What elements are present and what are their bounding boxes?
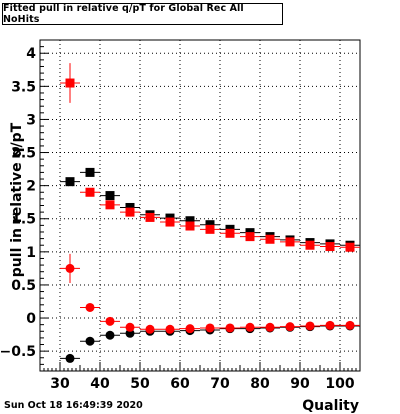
y-tick-label: 4 (26, 46, 36, 62)
data-point-circle (105, 330, 115, 340)
plot-frame (39, 39, 361, 372)
data-point-square (305, 240, 315, 250)
y-tick-label: 2.5 (11, 146, 36, 162)
x-tick-label: 100 (325, 376, 354, 392)
data-point-square (145, 212, 155, 222)
data-point-circle (285, 322, 295, 332)
data-point-circle (145, 324, 155, 334)
data-point-square (85, 187, 95, 197)
y-tick-label: 3 (26, 112, 36, 128)
y-tick-label: 0.5 (11, 278, 36, 294)
data-point-circle (245, 322, 255, 332)
y-tick-label: 0 (26, 311, 36, 327)
gridlines (40, 40, 360, 371)
y-tick-label: 3.5 (11, 79, 36, 95)
x-tick-label: 60 (170, 376, 190, 392)
data-point-circle (205, 323, 215, 333)
data-point-circle (325, 320, 335, 330)
data-point-circle (225, 323, 235, 333)
y-tick-label: −0.5 (0, 344, 36, 360)
data-point-square (285, 237, 295, 247)
chart-title: Fitted pull in relative q/pT for Global … (2, 3, 283, 25)
data-point-circle (305, 321, 315, 331)
x-tick-label: 90 (290, 376, 310, 392)
data-point-circle (185, 324, 195, 334)
x-tick-label: 40 (90, 376, 110, 392)
data-point-square (85, 167, 95, 177)
data-point-circle (85, 336, 95, 346)
data-point-circle (265, 322, 275, 332)
data-point-square (125, 207, 135, 217)
data-point-square (105, 200, 115, 210)
y-tick-label: 1.5 (11, 212, 36, 228)
data-point-square (185, 216, 195, 226)
data-point-square (125, 202, 135, 212)
data-point-circle (345, 320, 355, 330)
data-point-square (265, 234, 275, 244)
data-point-square (345, 242, 355, 252)
data-point-square (105, 191, 115, 201)
x-tick-label: 70 (210, 376, 230, 392)
data-point-square (205, 220, 215, 230)
data-point-square (185, 221, 195, 231)
data-point-square (165, 217, 175, 227)
y-tick-label: 2 (26, 179, 36, 195)
y-axis-label: pull in relative q/pT (9, 122, 25, 277)
data-point-circle (125, 322, 135, 332)
timestamp: Sun Oct 18 16:49:39 2020 (4, 400, 143, 411)
data-point-square (225, 228, 235, 238)
data-point-square (325, 242, 335, 252)
data-point-circle (165, 324, 175, 334)
x-tick-label: 80 (250, 376, 270, 392)
data-point-circle (65, 353, 75, 363)
data-point-circle (85, 302, 95, 312)
data-point-square (205, 224, 215, 234)
x-axis-label: Quality (302, 398, 359, 414)
data-point-square (245, 232, 255, 242)
x-tick-label: 50 (130, 376, 150, 392)
data-point-circle (105, 316, 115, 326)
data-marks (60, 63, 360, 363)
x-tick-label: 30 (50, 376, 70, 392)
axis-ticks: 30 40 50 60 70 80 90 100 −0.5 0 0.5 1 1.5 2 2.5 3 3.5 4 (0, 39, 361, 392)
y-tick-label: 1 (26, 245, 36, 261)
data-point-square (65, 177, 75, 187)
